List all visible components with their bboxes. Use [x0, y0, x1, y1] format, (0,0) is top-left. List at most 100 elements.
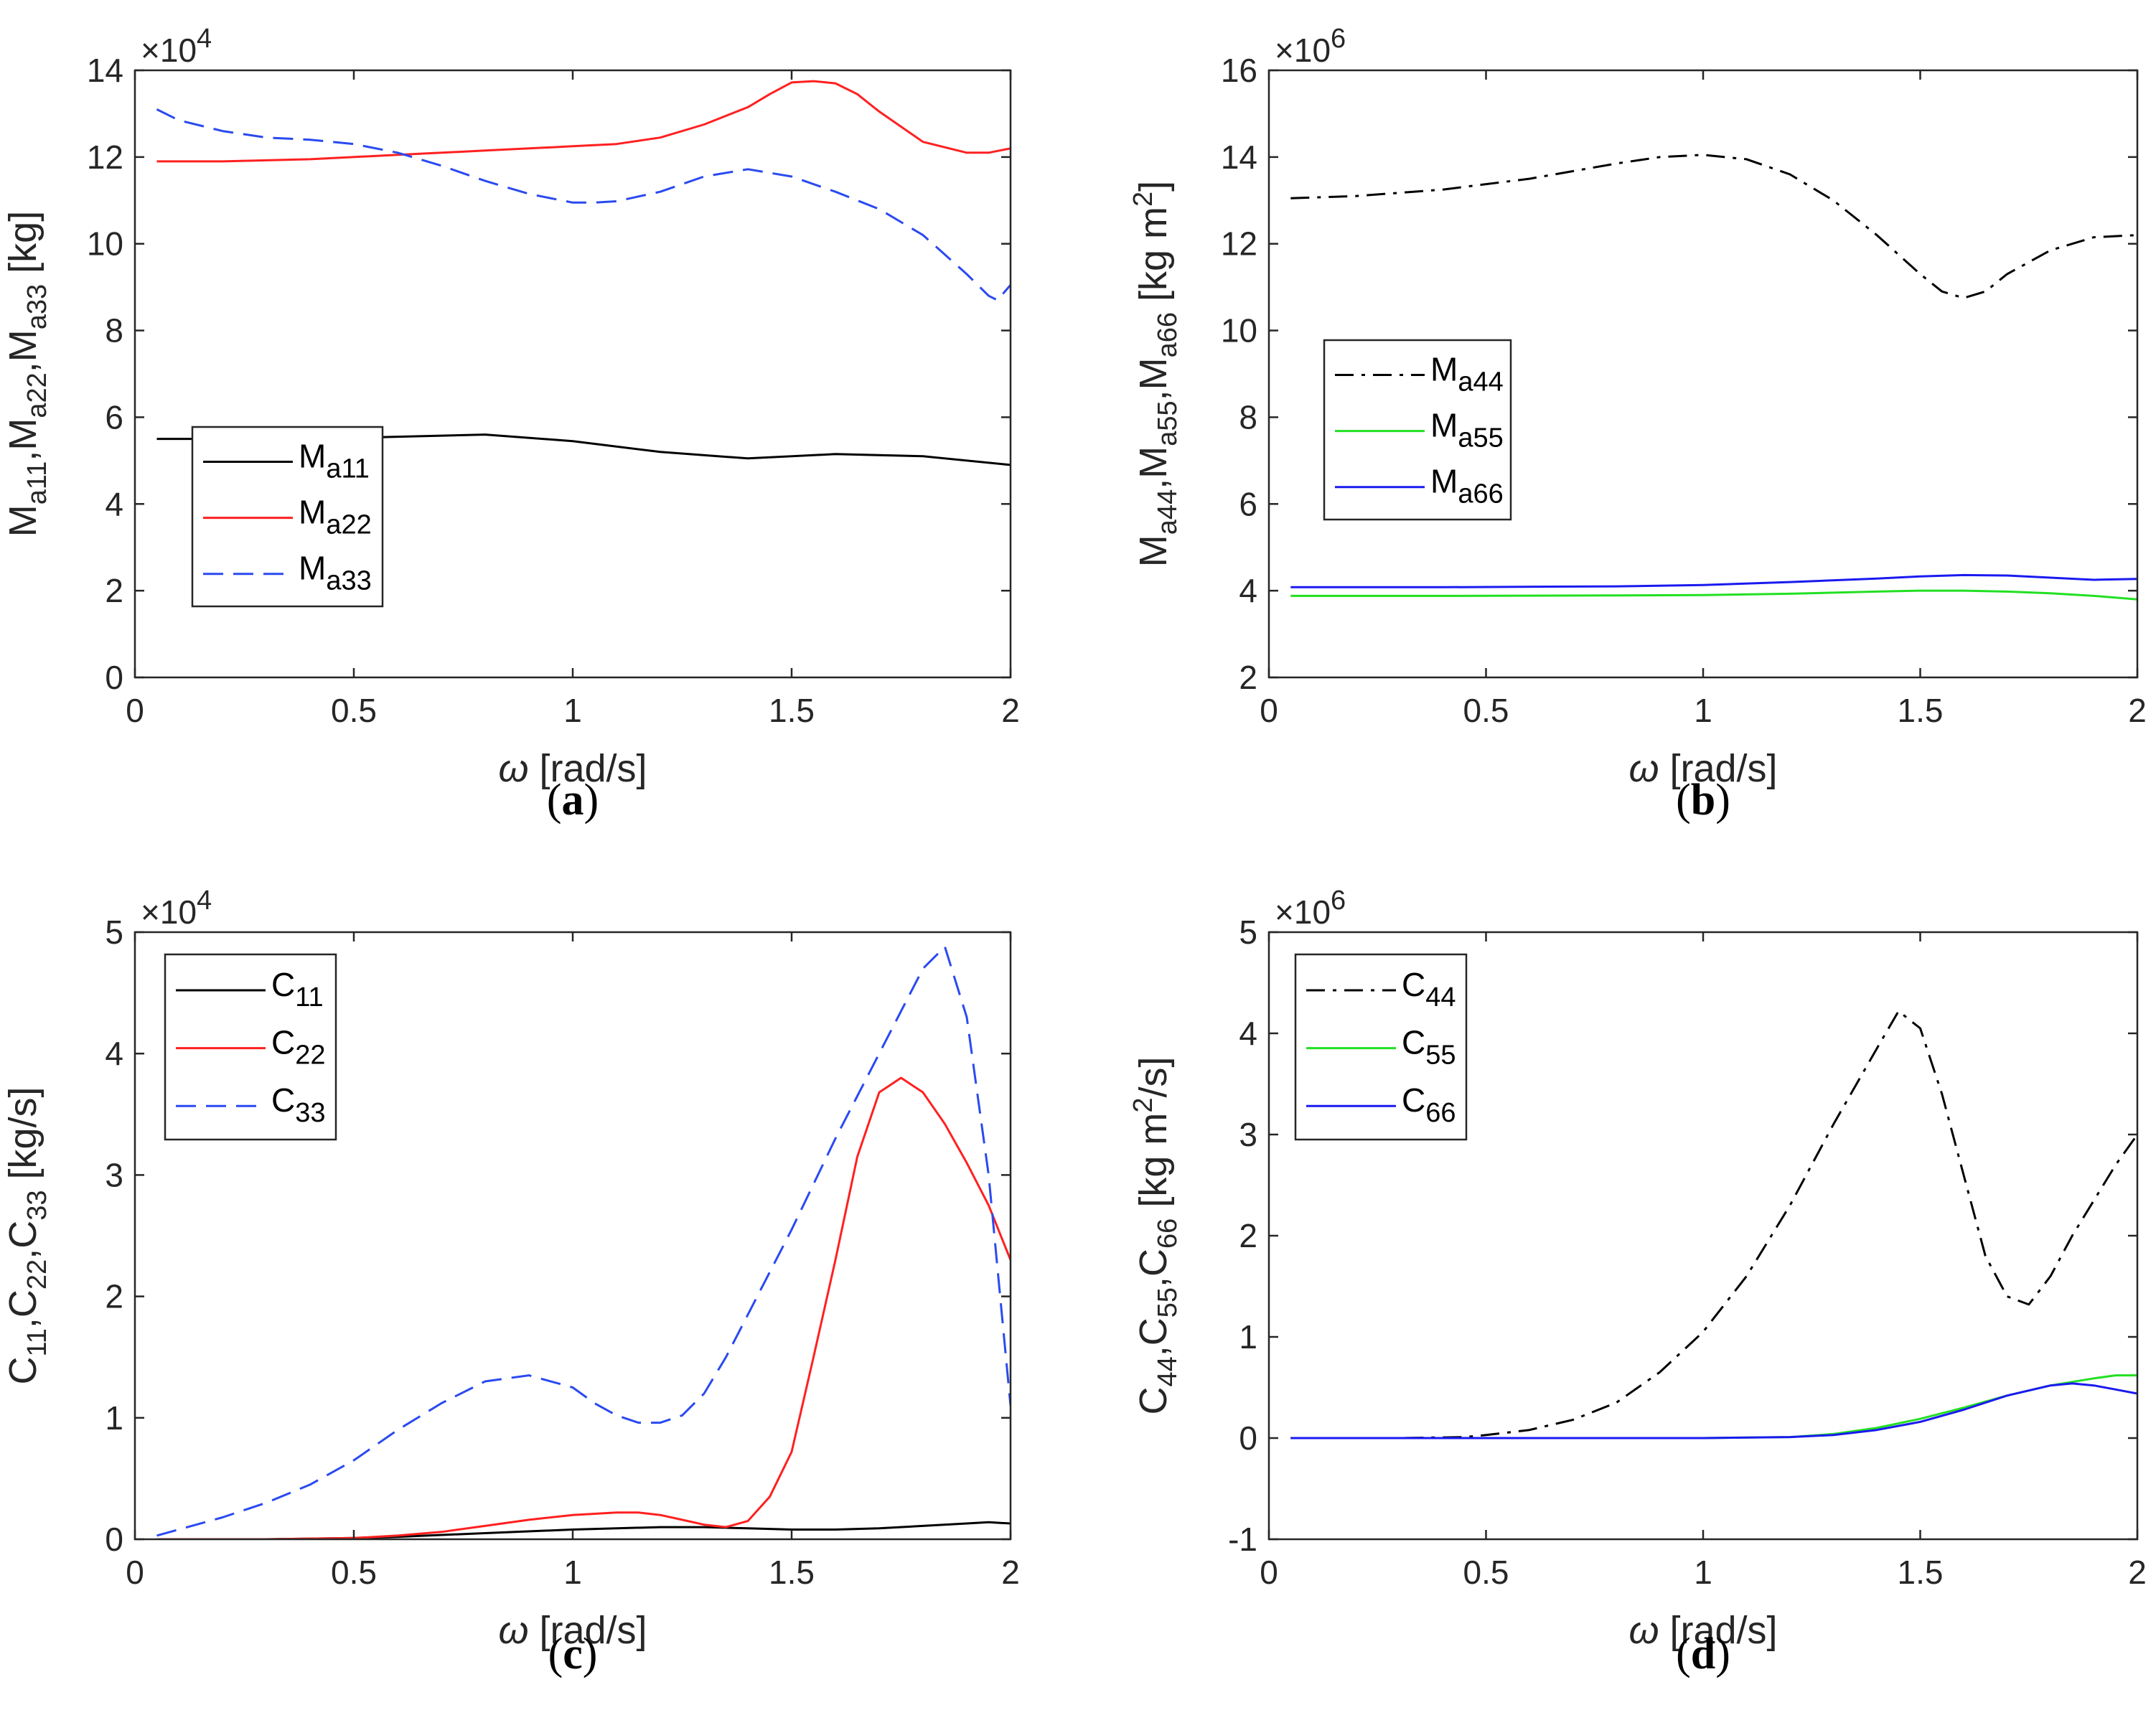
y-label-text: M — [1132, 535, 1175, 567]
series-line-ma66 — [1290, 573, 2137, 588]
y-tick-label: 2 — [1239, 1217, 1257, 1254]
legend-label-base: C — [1402, 1024, 1425, 1061]
y-label-text: ,C — [1, 1290, 44, 1328]
series-line-c55 — [1290, 1374, 2137, 1440]
x-axis-symbol: ω — [1628, 1609, 1659, 1652]
exponent-power: 4 — [197, 886, 212, 916]
x-axis-unit: [rad/s] — [529, 1609, 647, 1652]
legend-label-c66: C66 — [1402, 1081, 1456, 1128]
y-tick-label: 2 — [105, 572, 123, 609]
y-tick-label: 3 — [1239, 1116, 1257, 1153]
x-tick-label: 2 — [2128, 692, 2147, 729]
x-axis-unit: [rad/s] — [1659, 1609, 1778, 1652]
x-tick-label: 0 — [1260, 1554, 1278, 1591]
exponent-power: 4 — [197, 24, 212, 54]
y-label-text: /s] — [1132, 1056, 1175, 1097]
y-label-text: ,C — [1132, 1318, 1175, 1356]
x-axis-symbol: ω — [498, 747, 528, 790]
y-tick-label: 4 — [1239, 1015, 1257, 1052]
y-tick-label: 5 — [1239, 914, 1257, 951]
y-tick-label: 14 — [1221, 138, 1257, 176]
y-tick-label: 4 — [105, 1035, 123, 1072]
legend-label-ma22: Ma22 — [299, 494, 372, 540]
x-tick-label: 1 — [1694, 1554, 1712, 1591]
y-exponent-label: ×104 — [141, 886, 212, 931]
y-tick-label: 10 — [87, 225, 123, 263]
y-tick-label: 5 — [105, 914, 123, 951]
x-axis-label: ω [rad/s] — [1628, 1609, 1777, 1652]
legend-box — [1294, 953, 1468, 1141]
legend-label-subscript: a11 — [326, 454, 370, 484]
series-line-ma55 — [1290, 589, 2137, 601]
legend-label-subscript: 44 — [1425, 982, 1456, 1013]
x-tick-label: 2 — [2128, 1554, 2147, 1591]
legend-label-ma33: Ma33 — [299, 550, 372, 596]
legend-label-base: C — [271, 1081, 295, 1119]
y-exponent-label: ×104 — [141, 24, 212, 69]
y-label-subscript: a66 — [1153, 312, 1183, 357]
series-line-ma22 — [156, 80, 1011, 163]
legend-label-subscript: 55 — [1425, 1041, 1456, 1071]
y-label-text: ,M — [1, 329, 44, 372]
y-tick-label: 0 — [1239, 1419, 1257, 1457]
legend-box — [191, 426, 384, 608]
legend-label-c44: C44 — [1402, 966, 1456, 1013]
legend-label-subscript: a55 — [1458, 423, 1503, 454]
legend-label-c55: C55 — [1402, 1024, 1456, 1071]
y-label-text: ,M — [1132, 446, 1175, 489]
legend-label-subscript: 11 — [295, 982, 323, 1013]
panel-letter: (d) — [1676, 1630, 1730, 1678]
x-tick-label: 1.5 — [1898, 1554, 1944, 1591]
legend: Ma11 Ma22 Ma33 — [191, 426, 384, 608]
x-axis-symbol: ω — [1628, 747, 1659, 790]
legend-label-base: M — [1430, 407, 1458, 444]
legend-label-subscript: 22 — [295, 1041, 325, 1071]
panel-paren-close: ) — [1715, 1630, 1730, 1678]
series-line-ma44 — [1290, 154, 2137, 299]
y-label-text: [kg m — [1132, 207, 1175, 312]
y-axis-label: C11,C22,C33 [kg/s] — [1, 1086, 52, 1384]
x-axis-symbol: ω — [498, 1609, 528, 1652]
legend-label-c11: C11 — [271, 966, 324, 1013]
x-tick-label: 1 — [1694, 692, 1712, 729]
y-axis-label: Ma44,Ma55,Ma66 [kg m2] — [1128, 181, 1183, 567]
legend-label-base: M — [299, 550, 326, 587]
y-tick-label: 3 — [105, 1156, 123, 1193]
y-label-subscript: a11 — [22, 461, 52, 505]
y-tick-label: 4 — [105, 485, 123, 522]
x-tick-label: 1.5 — [1898, 692, 1944, 729]
legend-label-base: C — [271, 1024, 295, 1061]
exponent-base: ×10 — [1275, 32, 1331, 69]
y-tick-label: 12 — [1221, 225, 1257, 263]
panel-paren-close: ) — [584, 776, 599, 825]
y-tick-label: 2 — [1239, 659, 1257, 696]
panel-letter-text: c — [563, 1630, 583, 1678]
panel-paren-open: ( — [1676, 776, 1691, 825]
panel-paren-open: ( — [547, 776, 562, 825]
y-label-text: ,C — [1132, 1249, 1175, 1287]
y-tick-label: 16 — [1221, 52, 1257, 89]
x-tick-label: 1 — [563, 1554, 582, 1591]
legend-label-c22: C22 — [271, 1024, 326, 1071]
legend-label-ma66: Ma66 — [1430, 463, 1504, 509]
y-tick-label: 1 — [105, 1399, 123, 1437]
legend-label-base: M — [1430, 350, 1458, 388]
y-tick-label: 8 — [1239, 398, 1257, 436]
y-label-superscript: 2 — [1128, 1098, 1158, 1113]
x-tick-label: 0 — [1260, 692, 1278, 729]
series-line-c11 — [156, 1521, 1011, 1539]
legend-label-base: C — [271, 966, 295, 1003]
y-label-subscript: a44 — [1153, 489, 1183, 535]
panel-paren-open: ( — [548, 1630, 563, 1678]
x-axis-unit: [rad/s] — [529, 747, 647, 790]
y-label-subscript: 66 — [1153, 1218, 1183, 1249]
panel-paren-close: ) — [1715, 776, 1730, 825]
x-tick-label: 0 — [126, 692, 144, 729]
x-tick-label: 0.5 — [1463, 692, 1509, 729]
series-line-ma33 — [156, 108, 1011, 301]
panel-letter: (b) — [1676, 776, 1730, 825]
panel-letter: (a) — [547, 776, 599, 825]
x-axis-unit: [rad/s] — [1659, 747, 1778, 790]
